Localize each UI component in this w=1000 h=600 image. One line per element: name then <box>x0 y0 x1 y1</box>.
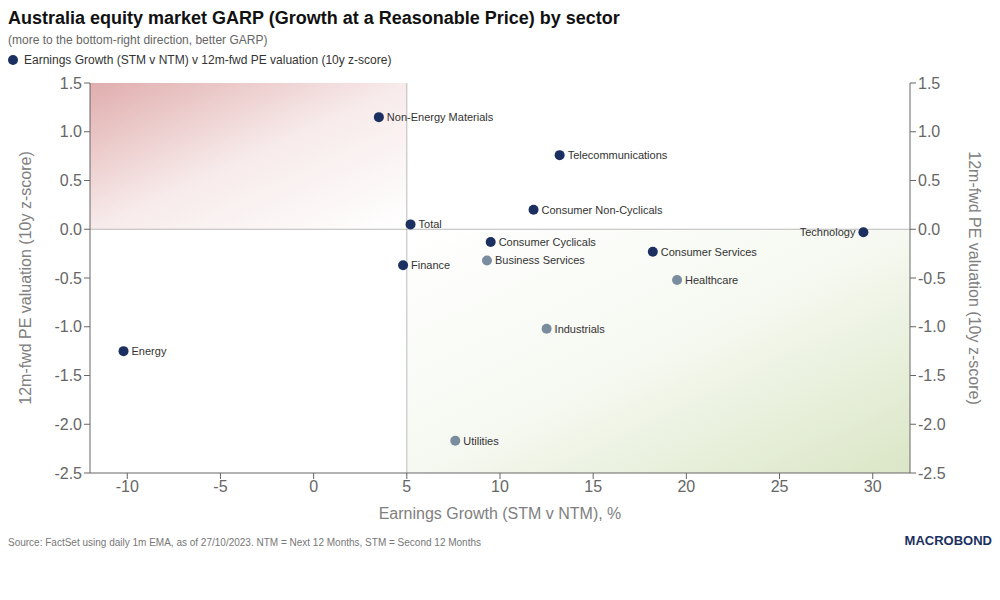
svg-text:-1.5: -1.5 <box>54 367 82 384</box>
svg-text:Finance: Finance <box>411 259 450 271</box>
svg-text:Telecommunications: Telecommunications <box>568 149 668 161</box>
svg-text:0.0: 0.0 <box>60 221 82 238</box>
svg-text:Utilities: Utilities <box>463 435 499 447</box>
svg-text:-1.0: -1.0 <box>918 318 946 335</box>
html-text:Australia equity market GARP (: Australia equity market GARP (Growth at … <box>8 8 620 28</box>
svg-text:1.5: 1.5 <box>918 75 940 92</box>
svg-text:1.0: 1.0 <box>60 123 82 140</box>
svg-text:15: 15 <box>584 478 602 495</box>
svg-text:-1.0: -1.0 <box>54 318 82 335</box>
svg-text:-1.5: -1.5 <box>918 367 946 384</box>
svg-text:Technology: Technology <box>800 226 856 238</box>
svg-text:25: 25 <box>771 478 789 495</box>
svg-text:Industrials: Industrials <box>555 323 606 335</box>
svg-text:30: 30 <box>864 478 882 495</box>
svg-text:Earnings Growth (STM v NTM), %: Earnings Growth (STM v NTM), % <box>379 505 622 522</box>
svg-text:Business Services: Business Services <box>495 254 585 266</box>
svg-text:-2.5: -2.5 <box>918 465 946 482</box>
svg-text:0.5: 0.5 <box>60 172 82 189</box>
svg-text:Total: Total <box>419 218 442 230</box>
svg-text:Healthcare: Healthcare <box>685 274 738 286</box>
html-text:(more to the bottom-right dire: (more to the bottom-right direction, bet… <box>8 33 268 47</box>
svg-text:Consumer Services: Consumer Services <box>661 246 757 258</box>
svg-text:-5: -5 <box>213 478 227 495</box>
svg-text:0.0: 0.0 <box>918 221 940 238</box>
html-text:MACROBOND: MACROBOND <box>904 533 992 548</box>
svg-text:Consumer Non-Cyclicals: Consumer Non-Cyclicals <box>542 204 664 216</box>
svg-text:0.5: 0.5 <box>918 172 940 189</box>
svg-text:5: 5 <box>402 478 411 495</box>
svg-text:-0.5: -0.5 <box>918 270 946 287</box>
svg-text:Energy: Energy <box>132 345 167 357</box>
html-text:Earnings Growth (STM v NTM) v: Earnings Growth (STM v NTM) v 12m-fwd PE… <box>24 53 392 67</box>
svg-text:-2.5: -2.5 <box>54 465 82 482</box>
svg-text:12m-fwd PE valuation (10y z-sc: 12m-fwd PE valuation (10y z-score) <box>17 151 34 404</box>
svg-text:-10: -10 <box>116 478 139 495</box>
html-text:Source: FactSet using daily 1m: Source: FactSet using daily 1m EMA, as o… <box>8 537 481 548</box>
svg-text:-0.5: -0.5 <box>54 270 82 287</box>
svg-text:-2.0: -2.0 <box>54 416 82 433</box>
svg-text:20: 20 <box>677 478 695 495</box>
svg-text:Non-Energy Materials: Non-Energy Materials <box>387 111 494 123</box>
svg-text:Consumer Cyclicals: Consumer Cyclicals <box>499 236 597 248</box>
svg-text:10: 10 <box>491 478 509 495</box>
svg-text:12m-fwd PE valuation (10y z-sc: 12m-fwd PE valuation (10y z-score) <box>966 151 983 404</box>
svg-text:1.0: 1.0 <box>918 123 940 140</box>
svg-text:-2.0: -2.0 <box>918 416 946 433</box>
svg-text:0: 0 <box>309 478 318 495</box>
svg-text:1.5: 1.5 <box>60 75 82 92</box>
